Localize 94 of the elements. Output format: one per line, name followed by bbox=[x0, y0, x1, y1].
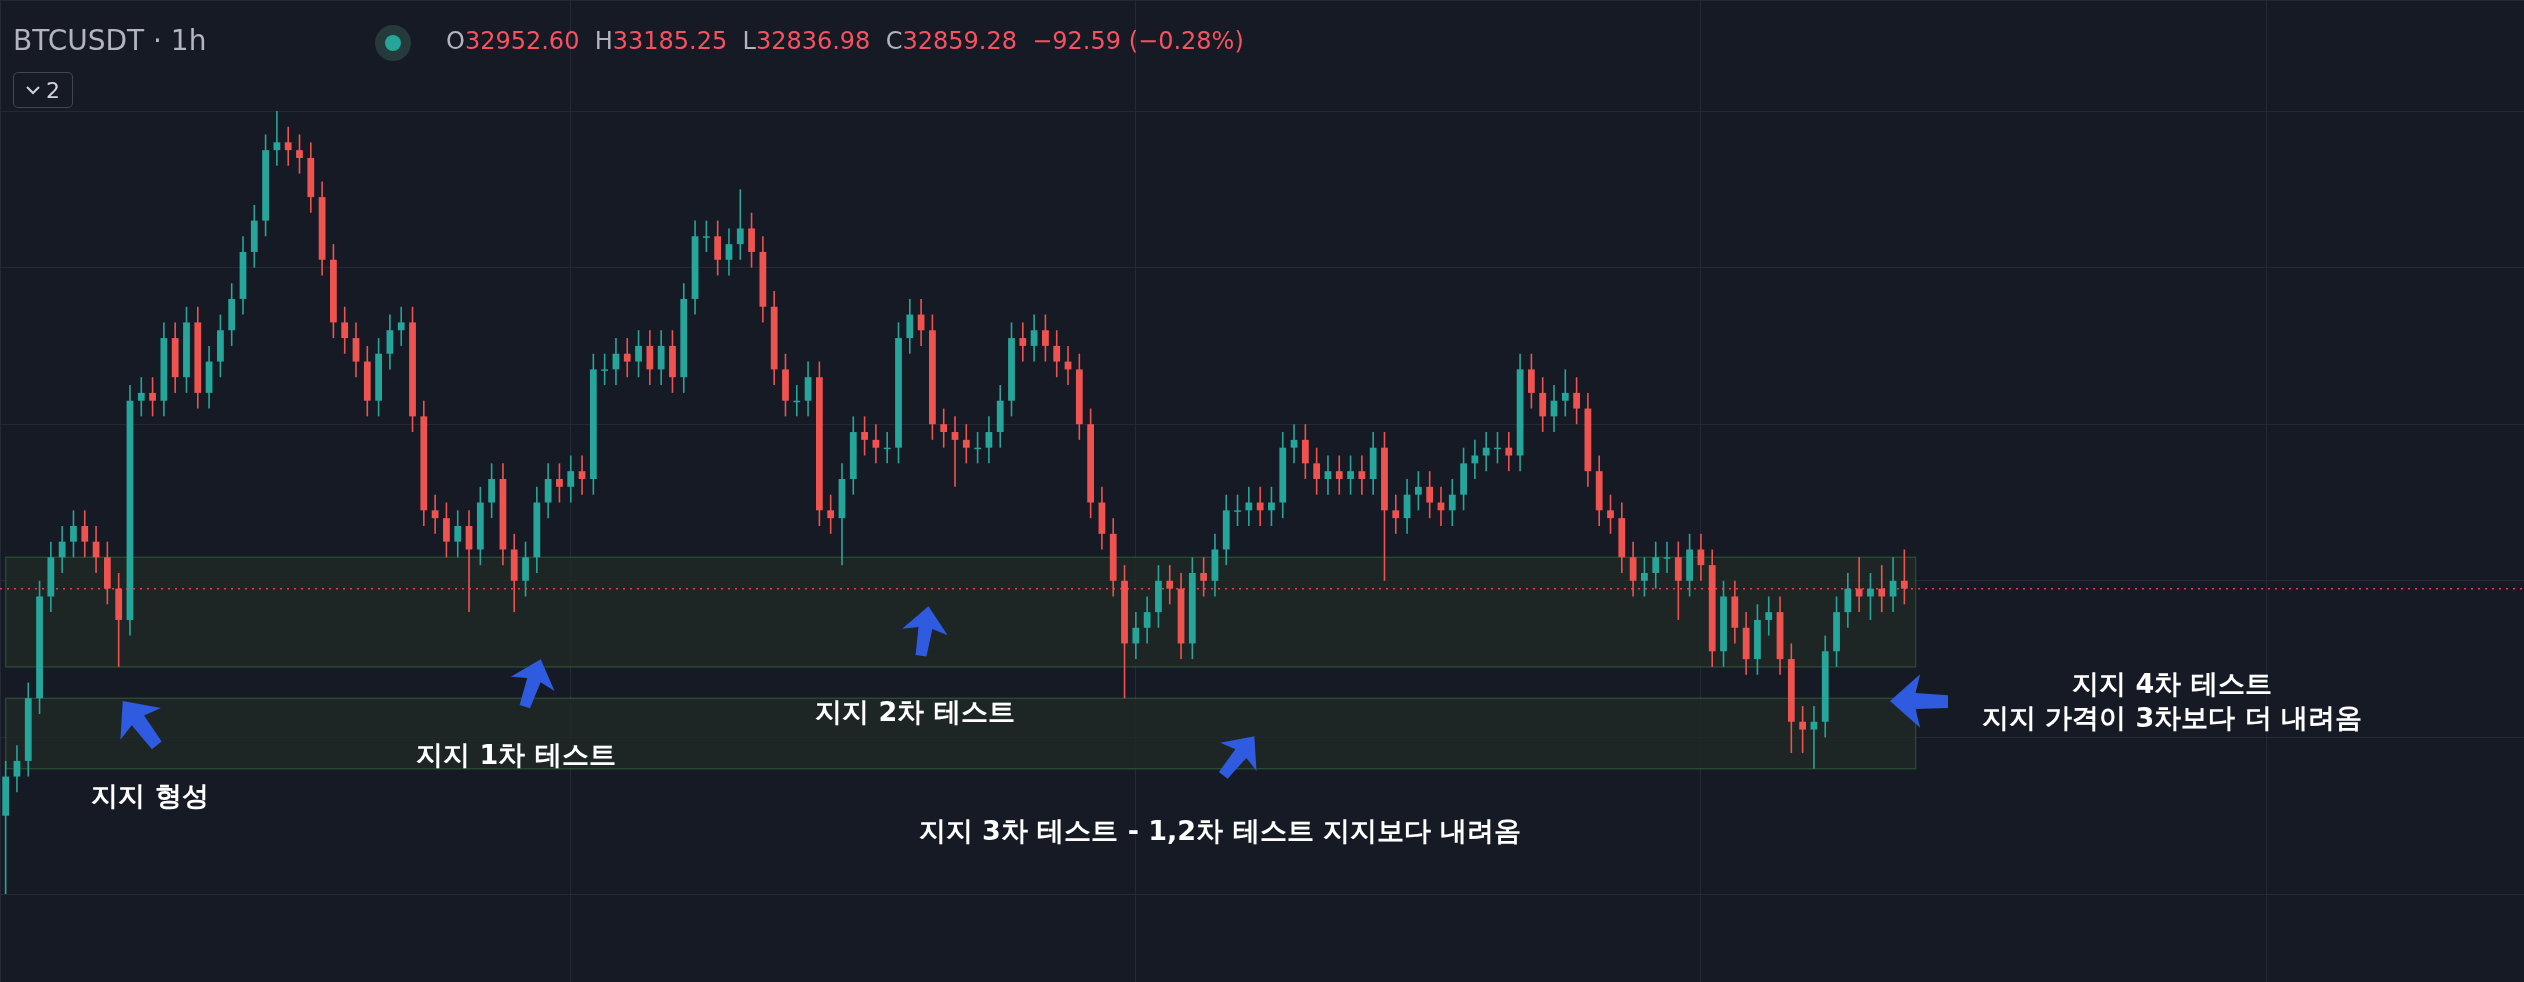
candlestick bbox=[1471, 439, 1479, 480]
annotation: 지지 2차 테스트 bbox=[815, 695, 1015, 729]
candlestick bbox=[556, 462, 563, 504]
candlestick bbox=[1482, 431, 1490, 472]
candlestick bbox=[1505, 431, 1513, 472]
candlestick bbox=[578, 454, 586, 496]
candlestick bbox=[872, 423, 880, 465]
candlestick bbox=[601, 352, 609, 386]
candlestick bbox=[1324, 454, 1332, 496]
candlestick bbox=[1414, 470, 1422, 512]
candlestick bbox=[748, 211, 755, 269]
candlestick bbox=[635, 329, 642, 379]
candlestick bbox=[1652, 540, 1660, 590]
candlestick bbox=[1799, 705, 1807, 754]
candlestick bbox=[1539, 376, 1547, 433]
candlestick bbox=[1392, 493, 1400, 535]
candlestick bbox=[431, 493, 439, 535]
candlestick bbox=[1855, 556, 1863, 613]
candlestick bbox=[804, 360, 812, 418]
candlestick bbox=[352, 321, 360, 379]
candlestick bbox=[454, 509, 462, 559]
candlestick bbox=[284, 125, 292, 167]
candlestick bbox=[1844, 572, 1852, 629]
candlestick bbox=[341, 305, 349, 355]
candlestick bbox=[940, 407, 948, 449]
candlestick bbox=[1867, 572, 1874, 621]
candlestick bbox=[725, 227, 733, 277]
candlestick bbox=[1200, 556, 1208, 598]
candlestick bbox=[273, 110, 281, 167]
candlestick bbox=[962, 423, 970, 465]
candlestick bbox=[137, 376, 145, 418]
candlestick bbox=[1561, 368, 1569, 418]
candlestick bbox=[906, 298, 914, 355]
candlestick bbox=[985, 415, 993, 465]
candlestick bbox=[1268, 486, 1275, 527]
candlestick bbox=[1448, 478, 1456, 527]
candlestick bbox=[623, 337, 631, 379]
candlestick bbox=[1358, 454, 1366, 496]
candlestick bbox=[827, 493, 835, 535]
candlestick bbox=[657, 329, 665, 386]
candlestick bbox=[1663, 540, 1671, 574]
candlestick bbox=[386, 313, 394, 371]
candlestick bbox=[1166, 564, 1174, 606]
candlestick bbox=[567, 454, 575, 504]
candlestick bbox=[1629, 540, 1637, 598]
candlestick bbox=[1573, 376, 1580, 425]
text: 지지 4차 테스트 지지 가격이 3차보다 더 내려옴 bbox=[1981, 667, 2363, 735]
candlestick bbox=[736, 188, 744, 261]
candlestick bbox=[1528, 352, 1535, 410]
annotation: 지지 1차 테스트 bbox=[416, 738, 616, 772]
candlestick bbox=[1607, 493, 1614, 535]
candlestick bbox=[1878, 564, 1886, 613]
candlestick bbox=[1234, 493, 1241, 527]
candlestick bbox=[1301, 423, 1309, 480]
candlestick bbox=[1143, 595, 1151, 645]
candlestick bbox=[646, 329, 654, 386]
candlestick bbox=[1019, 321, 1027, 363]
chart-title: BTCUSDT · 1h bbox=[13, 24, 207, 57]
candlestick bbox=[861, 415, 868, 457]
candlestick bbox=[1697, 533, 1705, 582]
candlestick bbox=[951, 415, 959, 488]
candlestick bbox=[296, 133, 303, 175]
candlestick bbox=[1641, 556, 1648, 598]
candlestick bbox=[1042, 313, 1049, 363]
candlestick bbox=[1290, 423, 1298, 465]
candlestick bbox=[1900, 548, 1908, 606]
candlestick bbox=[1132, 611, 1140, 660]
candlestick bbox=[1053, 329, 1061, 379]
candlestick bbox=[13, 744, 21, 794]
candlestick bbox=[1426, 470, 1434, 519]
candlestick bbox=[1347, 454, 1354, 496]
candlestick bbox=[1810, 705, 1818, 770]
candlestick bbox=[544, 462, 552, 519]
annotation: 지지 3차 테스트 - 1,2차 테스트 지지보다 내려옴 bbox=[918, 814, 1522, 848]
candlestick bbox=[702, 219, 710, 253]
candlestick bbox=[81, 509, 89, 559]
annotation: 지지 형성 bbox=[91, 779, 209, 813]
candlestick bbox=[1245, 486, 1253, 527]
candlestick bbox=[58, 525, 66, 574]
candlestick bbox=[488, 462, 496, 519]
candlestick bbox=[443, 501, 450, 559]
text: O32952.60 H33185.25 L32836.98 C32859.28 −92.59 (−0.28%) bbox=[446, 27, 1244, 55]
candlestick bbox=[1335, 454, 1343, 496]
candlestick bbox=[1765, 595, 1773, 637]
candlestick bbox=[70, 509, 77, 559]
candlestick bbox=[1030, 313, 1038, 363]
text: 2 bbox=[46, 77, 60, 103]
candlestick bbox=[522, 540, 529, 598]
candlestick bbox=[1313, 446, 1321, 496]
candlestick bbox=[397, 305, 405, 347]
candlestick bbox=[1256, 486, 1264, 527]
candlestick bbox=[1674, 540, 1682, 621]
candlestick bbox=[149, 376, 156, 418]
candlestick bbox=[714, 219, 722, 277]
